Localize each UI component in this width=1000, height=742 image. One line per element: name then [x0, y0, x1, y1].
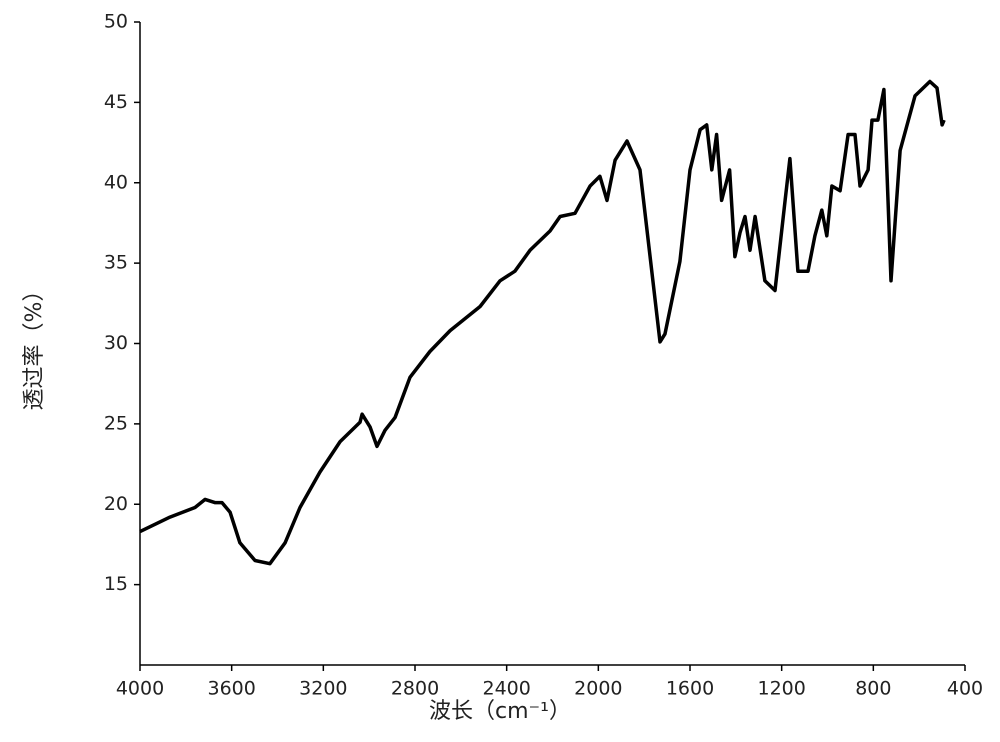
x-tick-label: 4000 — [116, 678, 164, 700]
y-tick-label: 20 — [104, 493, 128, 515]
x-tick-label: 2400 — [482, 678, 530, 700]
y-tick-label: 40 — [104, 171, 128, 193]
x-tick-label: 400 — [947, 678, 983, 700]
y-tick-label: 30 — [104, 332, 128, 354]
x-tick-label: 3200 — [299, 678, 347, 700]
x-axis-label: 波长（cm⁻¹） — [429, 699, 571, 724]
y-tick-label: 50 — [104, 11, 128, 33]
y-tick-label: 15 — [104, 573, 128, 595]
y-tick-label: 25 — [104, 412, 128, 434]
x-tick-label: 800 — [855, 678, 891, 700]
x-tick-label: 3600 — [207, 678, 255, 700]
x-tick-label: 2000 — [574, 678, 622, 700]
x-tick-label: 2800 — [391, 678, 439, 700]
x-tick-label: 1600 — [666, 678, 714, 700]
x-tick-label: 1200 — [757, 678, 805, 700]
spectrum-line — [139, 79, 946, 566]
y-axis-label: 透过率（%） — [22, 280, 47, 411]
y-tick-label: 35 — [104, 252, 128, 274]
y-tick-label: 45 — [104, 91, 128, 113]
